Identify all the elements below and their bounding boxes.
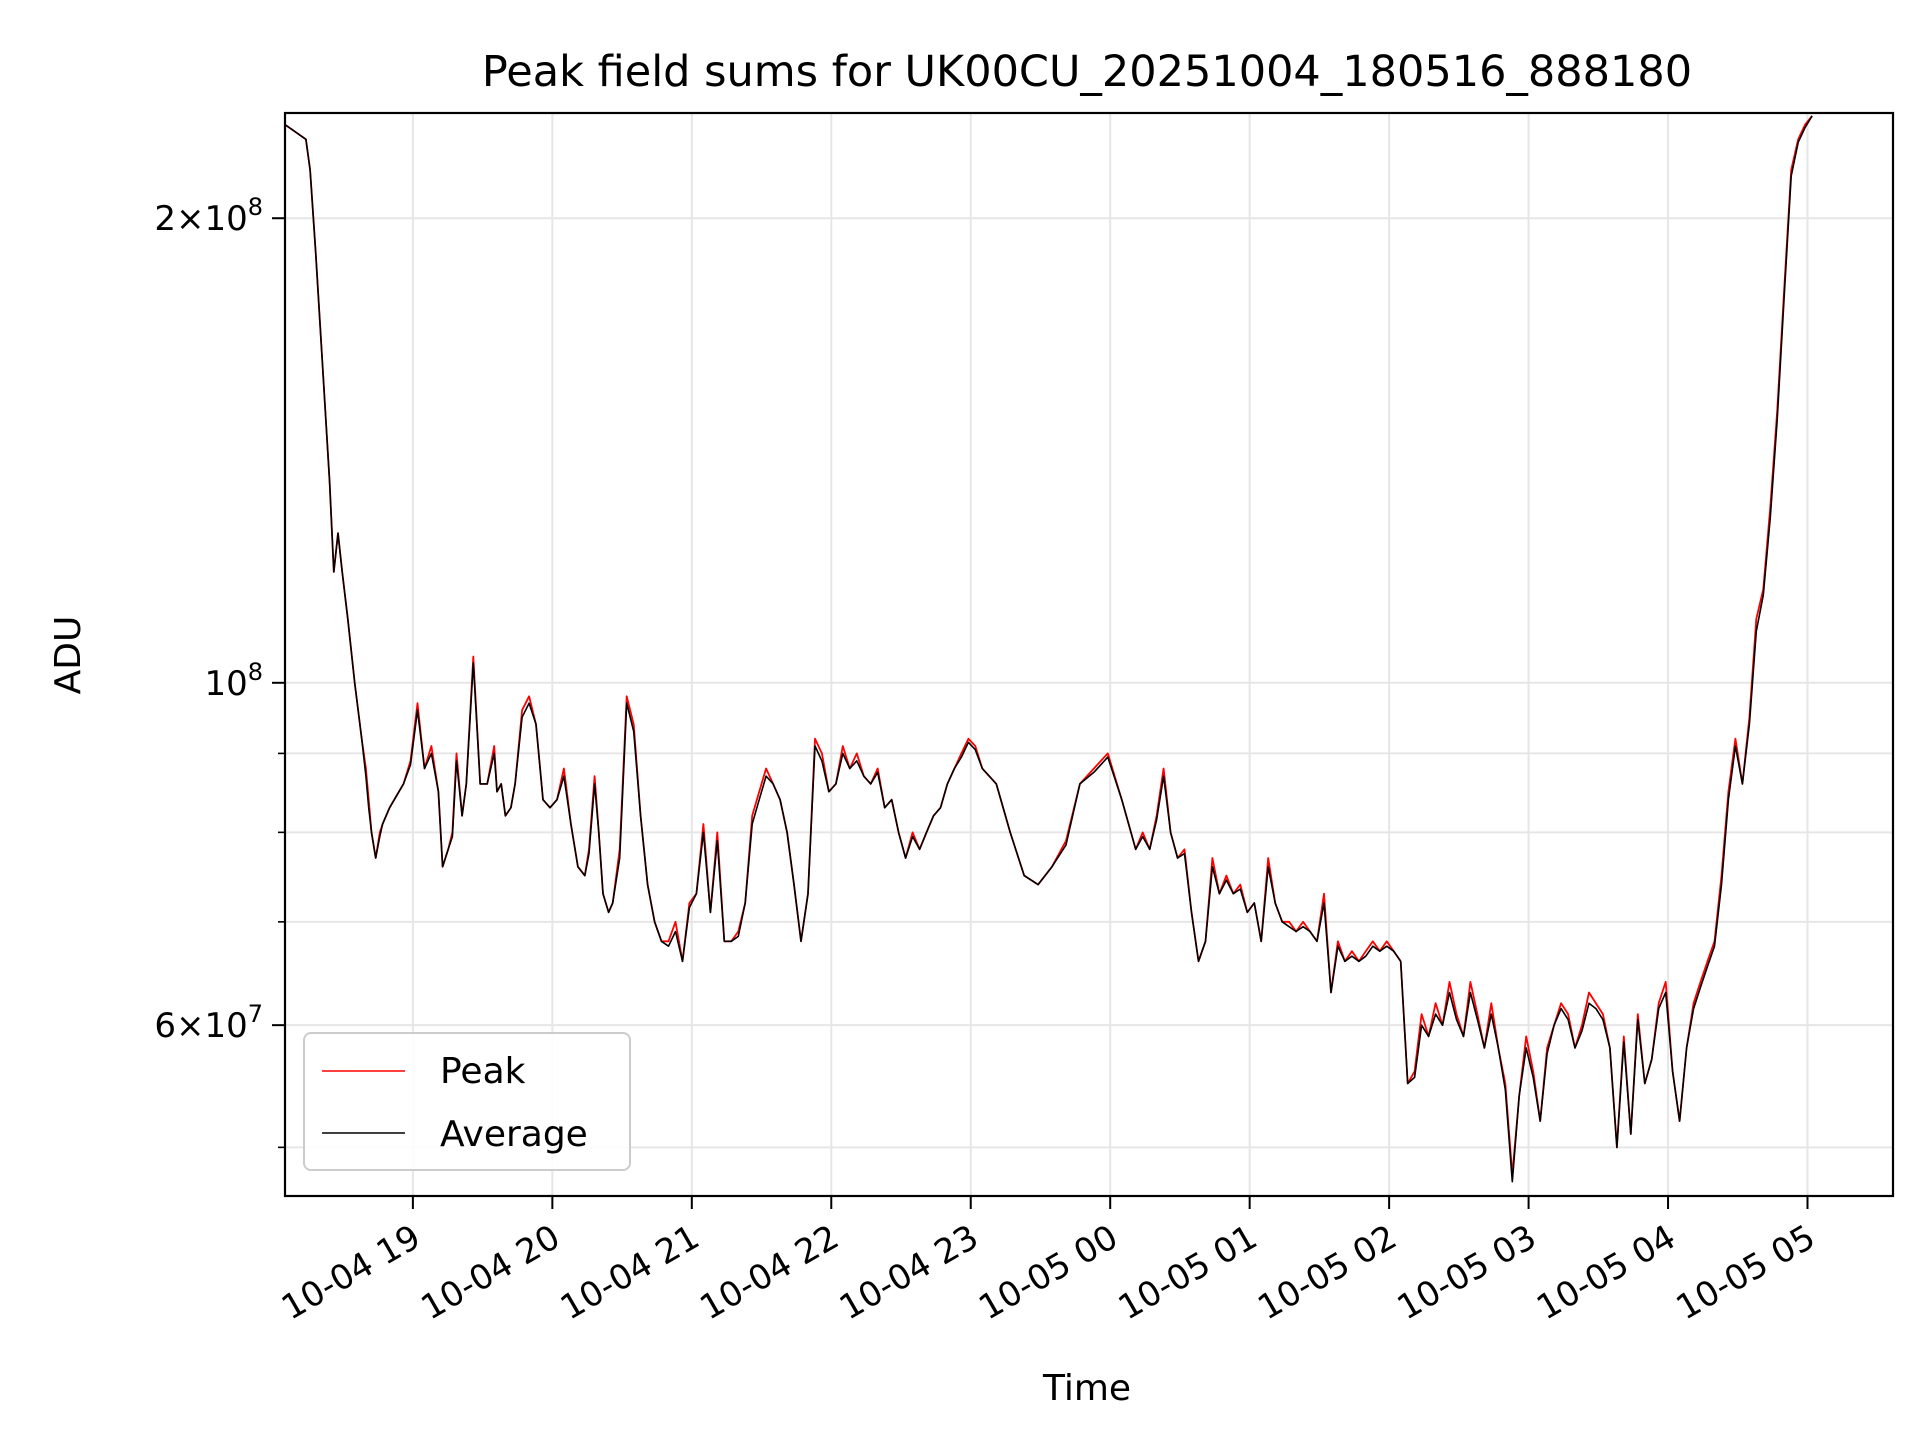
legend-box — [303, 1032, 631, 1171]
legend-label-peak: Peak — [440, 1051, 526, 1092]
y-tick-label: 6×107 — [154, 1000, 263, 1046]
series-line-average — [285, 115, 1813, 1183]
y-axis-label: ADU — [48, 616, 89, 695]
y-tick-label: 108 — [204, 658, 263, 704]
x-axis-label: Time — [1042, 1368, 1131, 1409]
series-layer — [285, 115, 1813, 1183]
grid — [285, 113, 1893, 1196]
chart-title: Peak field sums for UK00CU_20251004_1805… — [482, 47, 1692, 97]
legend: Peak Average — [303, 1032, 631, 1171]
y-tick-label: 2×108 — [154, 193, 263, 239]
legend-label-average: Average — [440, 1114, 588, 1155]
plot-frame — [283, 111, 1895, 1198]
